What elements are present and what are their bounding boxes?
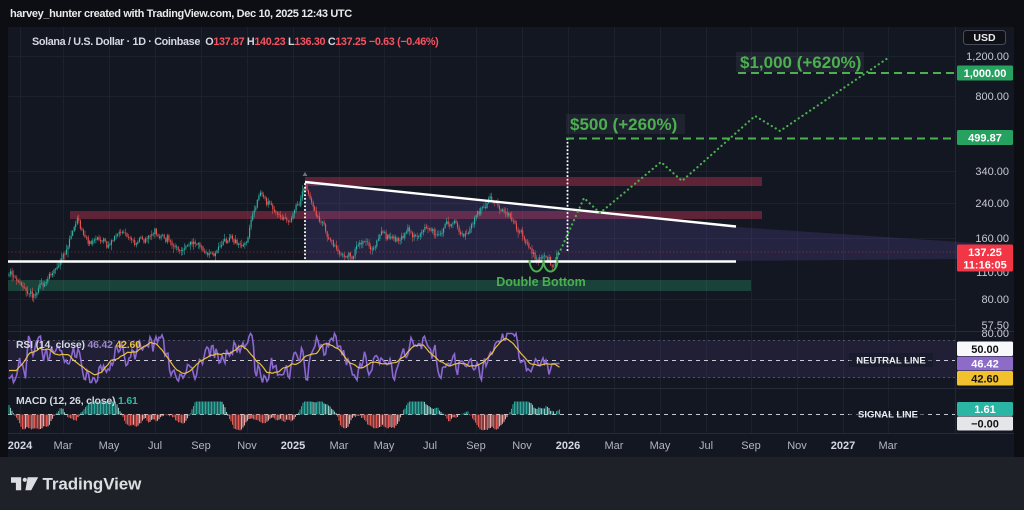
svg-text:Jul: Jul xyxy=(148,440,162,452)
svg-text:May: May xyxy=(99,440,120,452)
svg-text:57.50: 57.50 xyxy=(981,320,1009,332)
svg-text:RSI (14, close) 46.42 42.60: RSI (14, close) 46.42 42.60 xyxy=(16,339,141,351)
svg-text:Mar: Mar xyxy=(54,440,73,452)
svg-text:Sep: Sep xyxy=(466,440,486,452)
svg-text:Sep: Sep xyxy=(191,440,211,452)
svg-text:Mar: Mar xyxy=(605,440,624,452)
svg-text:May: May xyxy=(650,440,671,452)
svg-text:Jul: Jul xyxy=(699,440,713,452)
svg-text:Mar: Mar xyxy=(879,440,898,452)
svg-text:Sep: Sep xyxy=(741,440,761,452)
svg-text:TradingView: TradingView xyxy=(43,475,143,494)
svg-text:2027: 2027 xyxy=(831,440,855,452)
svg-text:Double Bottom: Double Bottom xyxy=(496,275,586,289)
svg-text:−0.00: −0.00 xyxy=(971,419,999,431)
svg-text:160.00: 160.00 xyxy=(975,233,1009,245)
svg-text:$1,000 (+620%): $1,000 (+620%) xyxy=(740,53,861,72)
svg-text:137.25: 137.25 xyxy=(968,247,1002,259)
svg-text:Solana / U.S. Dollar · 1D · Co: Solana / U.S. Dollar · 1D · Coinbase O13… xyxy=(32,36,439,48)
svg-text:340.00: 340.00 xyxy=(975,166,1009,178)
svg-text:1.61: 1.61 xyxy=(974,404,995,416)
svg-text:MACD (12, 26, close) 1.61: MACD (12, 26, close) 1.61 xyxy=(16,395,138,407)
svg-text:80.00: 80.00 xyxy=(981,328,1009,340)
svg-text:$500 (+260%): $500 (+260%) xyxy=(570,115,677,134)
svg-text:80.00: 80.00 xyxy=(981,294,1009,306)
svg-text:NEUTRAL LINE: NEUTRAL LINE xyxy=(856,356,926,367)
svg-text:11:16:05: 11:16:05 xyxy=(963,260,1006,272)
svg-text:Jul: Jul xyxy=(423,440,437,452)
svg-text:2025: 2025 xyxy=(281,440,305,452)
svg-text:50.00: 50.00 xyxy=(971,344,999,356)
svg-text:46.42: 46.42 xyxy=(971,359,999,371)
svg-text:Nov: Nov xyxy=(512,440,532,452)
svg-text:2026: 2026 xyxy=(556,440,580,452)
svg-text:May: May xyxy=(374,440,395,452)
svg-text:Nov: Nov xyxy=(787,440,807,452)
svg-text:1,000.00: 1,000.00 xyxy=(964,68,1007,80)
svg-text:Nov: Nov xyxy=(237,440,257,452)
svg-text:Mar: Mar xyxy=(330,440,349,452)
svg-text:499.87: 499.87 xyxy=(968,133,1002,145)
svg-text:SIGNAL LINE: SIGNAL LINE xyxy=(858,410,918,421)
svg-text:42.60: 42.60 xyxy=(971,373,999,385)
svg-text:USD: USD xyxy=(973,32,996,44)
svg-text:2024: 2024 xyxy=(8,440,33,452)
svg-text:1,200.00: 1,200.00 xyxy=(966,51,1009,63)
svg-text:harvey_hunter created with Tra: harvey_hunter created with TradingView.c… xyxy=(10,8,352,20)
svg-text:800.00: 800.00 xyxy=(975,91,1009,103)
svg-text:240.00: 240.00 xyxy=(975,198,1009,210)
